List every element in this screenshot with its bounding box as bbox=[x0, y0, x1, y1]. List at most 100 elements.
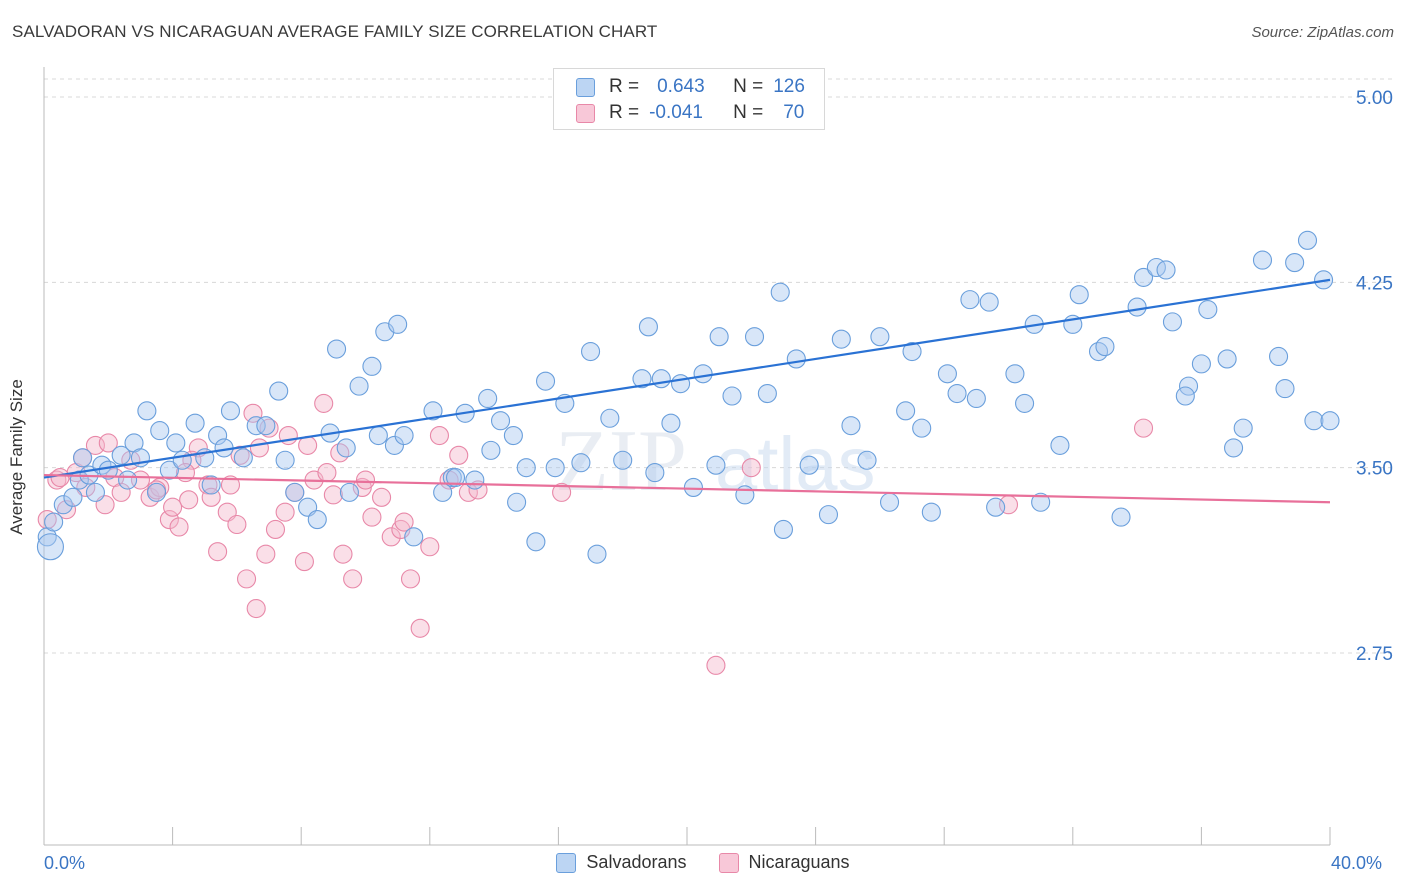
data-point-salvadoran bbox=[1031, 492, 1051, 512]
data-point-salvadoran bbox=[73, 448, 93, 468]
chart-title: SALVADORAN VS NICARAGUAN AVERAGE FAMILY … bbox=[12, 22, 658, 41]
data-point-salvadoran bbox=[757, 383, 777, 404]
data-point-salvadoran bbox=[879, 492, 900, 512]
data-point-salvadoran bbox=[1297, 230, 1318, 250]
data-point-nicaraguan bbox=[227, 514, 247, 535]
data-point-nicaraguan bbox=[98, 433, 118, 453]
data-point-salvadoran bbox=[349, 376, 369, 396]
data-point-salvadoran bbox=[1050, 435, 1070, 455]
data-point-salvadoran bbox=[185, 413, 205, 433]
data-point-salvadoran bbox=[786, 349, 806, 369]
data-point-salvadoran bbox=[1111, 507, 1131, 527]
data-point-salvadoran bbox=[1162, 312, 1183, 332]
data-point-salvadoran bbox=[1069, 285, 1089, 305]
data-point-nicaraguan bbox=[76, 477, 96, 497]
data-point-salvadoran bbox=[683, 477, 703, 497]
data-point-nicaraguan bbox=[249, 438, 269, 458]
data-point-salvadoran bbox=[275, 450, 295, 470]
data-point-salvadoran bbox=[44, 512, 64, 532]
data-point-nicaraguan bbox=[394, 512, 414, 532]
legend-n-label: N = bbox=[733, 76, 764, 97]
legend-swatch-pink bbox=[718, 852, 739, 873]
data-point-salvadoran bbox=[394, 425, 414, 446]
data-point-salvadoran bbox=[638, 317, 658, 337]
data-point-salvadoran bbox=[269, 381, 289, 401]
y-tick-label: 4.25 bbox=[1356, 273, 1393, 294]
data-point-salvadoran bbox=[1304, 411, 1324, 431]
data-point-nicaraguan bbox=[298, 435, 318, 455]
data-point-salvadoran bbox=[1156, 260, 1176, 280]
data-point-salvadoran bbox=[516, 458, 536, 478]
data-point-salvadoran bbox=[818, 505, 839, 525]
data-point-salvadoran bbox=[1252, 250, 1273, 270]
data-point-salvadoran bbox=[979, 292, 999, 312]
data-point-salvadoran bbox=[490, 411, 511, 431]
data-point-salvadoran bbox=[1095, 337, 1115, 357]
data-point-nicaraguan bbox=[169, 517, 189, 537]
data-point-salvadoran bbox=[63, 487, 83, 507]
watermark: ZIP atlas bbox=[555, 413, 876, 510]
data-point-salvadoran bbox=[1217, 349, 1237, 369]
data-point-salvadoran bbox=[1320, 411, 1340, 431]
data-point-salvadoran bbox=[706, 455, 726, 475]
data-point-nicaraguan bbox=[330, 443, 350, 463]
data-point-salvadoran bbox=[1127, 297, 1147, 317]
data-point-salvadoran bbox=[85, 482, 105, 502]
data-point-salvadoran bbox=[137, 401, 157, 421]
data-point-salvadoran bbox=[1088, 341, 1109, 362]
data-point-salvadoran bbox=[744, 327, 765, 347]
data-point-salvadoran bbox=[1198, 299, 1218, 320]
data-point-salvadoran bbox=[1175, 386, 1195, 406]
legend-swatch-blue bbox=[576, 77, 595, 97]
legend-item-salvadorans[interactable]: Salvadorans bbox=[556, 852, 687, 873]
data-point-nicaraguan bbox=[400, 569, 421, 589]
data-point-nicaraguan bbox=[50, 468, 70, 488]
data-point-salvadoran bbox=[384, 435, 404, 455]
data-point-salvadoran bbox=[600, 408, 620, 428]
data-point-nicaraguan bbox=[420, 537, 440, 557]
data-point-salvadoran bbox=[580, 341, 601, 362]
data-point-salvadoran bbox=[986, 497, 1006, 517]
data-point-nicaraguan bbox=[362, 507, 382, 527]
data-point-nicaraguan bbox=[208, 542, 228, 562]
data-point-nicaraguan bbox=[333, 544, 353, 564]
data-point-nicaraguan bbox=[317, 463, 337, 483]
data-point-salvadoran bbox=[336, 438, 356, 458]
data-point-salvadoran bbox=[445, 468, 466, 488]
trend-line-nicaraguans bbox=[43, 473, 1331, 504]
data-point-nicaraguan bbox=[429, 425, 449, 446]
data-point-salvadoran bbox=[1269, 346, 1289, 367]
data-point-salvadoran bbox=[172, 450, 192, 470]
data-point-salvadoran bbox=[937, 364, 957, 384]
correlation-legend: R = 0.643 N = 126 R = -0.041 N = 70 bbox=[553, 68, 825, 130]
trend-line-salvadorans bbox=[43, 278, 1331, 479]
data-point-salvadoran bbox=[201, 475, 221, 495]
data-point-nicaraguan bbox=[236, 569, 257, 589]
x-tick-max: 40.0% bbox=[1331, 853, 1383, 873]
data-point-salvadoran bbox=[947, 383, 967, 404]
data-point-salvadoran bbox=[307, 510, 327, 530]
data-point-nicaraguan bbox=[323, 485, 343, 505]
data-point-nicaraguan bbox=[314, 393, 334, 413]
data-point-salvadoran bbox=[1005, 364, 1025, 384]
data-point-nicaraguan bbox=[243, 403, 263, 423]
data-point-salvadoran bbox=[902, 341, 922, 362]
grid-lines bbox=[44, 78, 1393, 654]
data-point-salvadoran bbox=[857, 450, 877, 470]
legend-row-nicaraguans: R = -0.041 N = 70 bbox=[576, 101, 804, 125]
data-point-salvadoran bbox=[478, 388, 498, 409]
watermark-zip: ZIP bbox=[555, 413, 687, 510]
legend-n-value: 126 bbox=[773, 76, 805, 97]
data-point-salvadoran bbox=[661, 413, 681, 433]
legend-n-label: N = bbox=[733, 102, 764, 123]
data-point-salvadoran bbox=[233, 448, 253, 468]
legend-item-nicaraguans[interactable]: Nicaraguans bbox=[718, 852, 850, 873]
data-point-salvadoran bbox=[327, 339, 347, 359]
y-axis-label: Average Family Size bbox=[7, 379, 26, 535]
data-point-salvadoran bbox=[671, 374, 691, 394]
data-point-salvadoran bbox=[53, 495, 73, 515]
y-tick-label: 3.50 bbox=[1356, 459, 1393, 480]
data-point-salvadoran bbox=[571, 453, 591, 473]
data-point-salvadoran bbox=[362, 356, 382, 376]
